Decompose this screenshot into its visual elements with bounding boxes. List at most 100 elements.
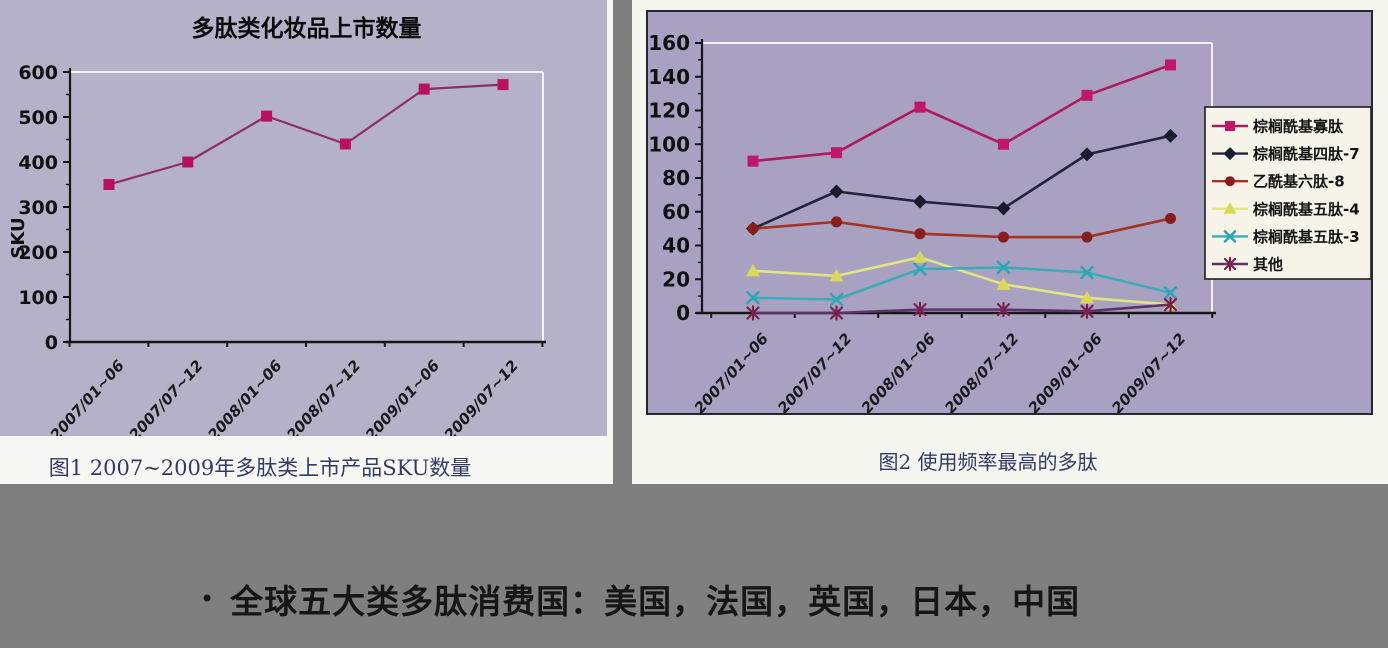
panel-border [646, 10, 1373, 415]
x-tick-label: 2007/07~12 [774, 330, 855, 415]
series-marker [913, 262, 927, 276]
x-tick-label: 2008/01~06 [858, 330, 939, 415]
y-tick-label: 160 [648, 31, 690, 55]
series-line [752, 217, 1171, 239]
series-marker [1081, 231, 1093, 243]
series-marker [913, 250, 927, 263]
series-marker [1080, 303, 1094, 319]
series-marker [1163, 128, 1178, 143]
series-marker [497, 79, 509, 91]
series-marker [1080, 265, 1094, 280]
series-marker [418, 83, 430, 95]
x-tick-label: 2007/01~06 [47, 357, 128, 436]
series-marker [339, 138, 351, 150]
figure1-card: 0 100 200 300 400 500 600 2007/01~06 2007/07~12 2… [0, 0, 613, 484]
x-tick-label: 2007/01~06 [691, 330, 772, 415]
series-marker [996, 302, 1011, 318]
series-line [752, 266, 1171, 301]
figure1-caption: 图1 2007~2009年多肽类上市产品SKU数量 [48, 456, 472, 480]
bullet-note-text: 全球五大类多肽消费国：美国，法国，英国，日本，中国 [230, 582, 1081, 621]
series-line [752, 256, 1171, 306]
x-tick-label: 2008/01~06 [204, 357, 285, 436]
figure2-chart: 0 20 40 60 80 100 120 140 160 2007/01~06 2007/07~1… [646, 10, 1373, 415]
series-marker [829, 305, 844, 321]
y-tick-label: 100 [648, 132, 690, 156]
y-tick-label: 400 [18, 152, 58, 174]
series-marker [914, 101, 926, 113]
series-marker [996, 277, 1011, 290]
x-tick-label: 2009/01~06 [362, 357, 443, 436]
x-tick-label: 2009/01~06 [1025, 330, 1106, 415]
series-marker [1165, 213, 1176, 224]
series-line [752, 134, 1171, 230]
series-marker [913, 302, 927, 318]
series-marker [747, 223, 759, 235]
series-marker [996, 260, 1011, 275]
legend-item-label: 棕榈酰基寡肽 [1253, 118, 1344, 136]
figure1-chart: 01002003004005006002007/01~062007/07~122… [8, 15, 546, 436]
series-marker [1165, 59, 1176, 71]
series-marker [913, 194, 927, 209]
x-tick-label: 2007/07~12 [125, 357, 206, 436]
legend-marker [1225, 176, 1235, 187]
y-tick-label: 600 [18, 62, 58, 84]
y-tick-label: 0 [45, 332, 58, 354]
series-marker [746, 291, 760, 305]
x-tick-label: 2009/07~12 [441, 357, 522, 436]
series-line [753, 303, 1171, 315]
series-marker [1163, 296, 1178, 313]
legend-item-label: 乙酰基六肽-8 [1253, 173, 1345, 191]
y-tick-label: 0 [676, 301, 690, 325]
series-marker [996, 201, 1011, 216]
series-marker [747, 155, 759, 167]
figure2-caption: 图2 使用频率最高的多肽 [878, 450, 1098, 474]
legend-item-label: 棕榈酰基四肽-7 [1253, 145, 1360, 163]
series-marker [831, 216, 842, 228]
y-tick-label: 80 [662, 166, 690, 190]
legend-marker [1225, 121, 1235, 131]
series-marker [829, 268, 844, 282]
series-marker [998, 231, 1009, 243]
chart-title: 多肽类化妆品上市数量 [192, 15, 422, 42]
x-tick-label: 2008/07~12 [283, 357, 364, 436]
series-marker [1163, 285, 1178, 300]
series-marker [103, 179, 115, 190]
y-tick-label: 120 [648, 99, 690, 123]
y-tick-label: 60 [662, 200, 690, 224]
y-tick-label: 200 [18, 242, 58, 264]
figure2-card: 0 20 40 60 80 100 120 140 160 2007/01~06 2007/07~1… [632, 0, 1388, 484]
y-axis-title: SKU [8, 217, 29, 258]
series-marker [182, 156, 194, 168]
x-tick-label: 2009/07~12 [1108, 330, 1189, 415]
y-tick-label: 100 [18, 287, 58, 309]
legend-item-label: 其他 [1253, 256, 1283, 274]
series-marker [1080, 147, 1094, 162]
y-tick-label: 140 [648, 65, 690, 89]
y-tick-label: 500 [18, 107, 58, 129]
bullet-note: • 全球五大类多肽消费国：美国，法国，英国，日本，中国 [200, 575, 1300, 623]
y-tick-label: 40 [662, 234, 690, 258]
series-marker [746, 263, 760, 277]
figure1-chart-panel: 0 100 200 300 400 500 600 2007/01~06 2007/07~12 2… [0, 0, 607, 436]
x-tick-label: 2008/07~12 [941, 330, 1022, 415]
legend-marker [1223, 202, 1237, 214]
legend-box [1204, 106, 1372, 280]
y-tick-label: 300 [18, 197, 58, 219]
bullet-dot-icon: • [200, 585, 215, 613]
series-marker [829, 292, 844, 307]
legend-item-label: 棕榈酰基五肽-3 [1253, 228, 1360, 246]
series-line [752, 63, 1171, 163]
series-marker [914, 228, 926, 240]
series-marker [746, 305, 760, 321]
series-marker [998, 138, 1009, 150]
legend-marker [1223, 256, 1237, 272]
series-marker [829, 184, 844, 199]
legend-marker [1223, 147, 1237, 161]
legend-marker [1223, 230, 1237, 243]
series-marker [831, 147, 842, 159]
series-line [108, 83, 504, 186]
y-tick-label: 20 [662, 267, 690, 291]
figure2-chart-panel: 0 20 40 60 80 100 120 140 160 2007/01~06 2007/07~1… [646, 10, 1373, 415]
series-marker [261, 110, 273, 122]
